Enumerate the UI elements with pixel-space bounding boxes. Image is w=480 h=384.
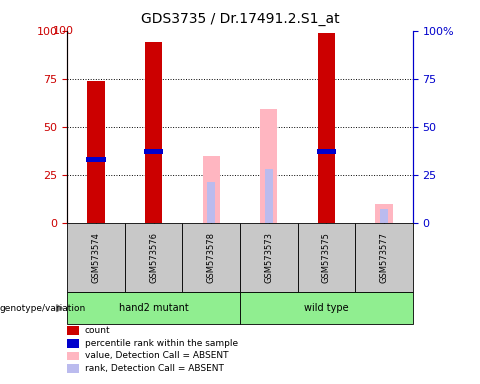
Bar <box>375 204 393 223</box>
Bar <box>317 149 336 154</box>
Text: rank, Detection Call = ABSENT: rank, Detection Call = ABSENT <box>85 364 224 373</box>
Text: 100: 100 <box>53 26 74 36</box>
Bar <box>144 149 163 154</box>
Bar <box>203 156 220 223</box>
Bar <box>87 81 105 223</box>
Bar <box>207 182 215 223</box>
Text: percentile rank within the sample: percentile rank within the sample <box>85 339 238 348</box>
Text: hand2 mutant: hand2 mutant <box>119 303 189 313</box>
Text: value, Detection Call = ABSENT: value, Detection Call = ABSENT <box>85 351 228 361</box>
Bar <box>145 42 162 223</box>
Text: count: count <box>85 326 110 335</box>
Text: genotype/variation: genotype/variation <box>0 304 86 313</box>
Bar <box>318 33 335 223</box>
Bar <box>260 109 277 223</box>
Text: GSM573577: GSM573577 <box>380 232 388 283</box>
Bar <box>380 209 388 223</box>
Text: GSM573576: GSM573576 <box>149 232 158 283</box>
Text: GSM573573: GSM573573 <box>264 232 273 283</box>
Text: GSM573574: GSM573574 <box>92 232 100 283</box>
Text: GDS3735 / Dr.17491.2.S1_at: GDS3735 / Dr.17491.2.S1_at <box>141 12 339 25</box>
Text: GSM573578: GSM573578 <box>207 232 216 283</box>
Bar <box>265 169 273 223</box>
Bar <box>86 157 106 162</box>
Text: GSM573575: GSM573575 <box>322 232 331 283</box>
Text: wild type: wild type <box>304 303 348 313</box>
